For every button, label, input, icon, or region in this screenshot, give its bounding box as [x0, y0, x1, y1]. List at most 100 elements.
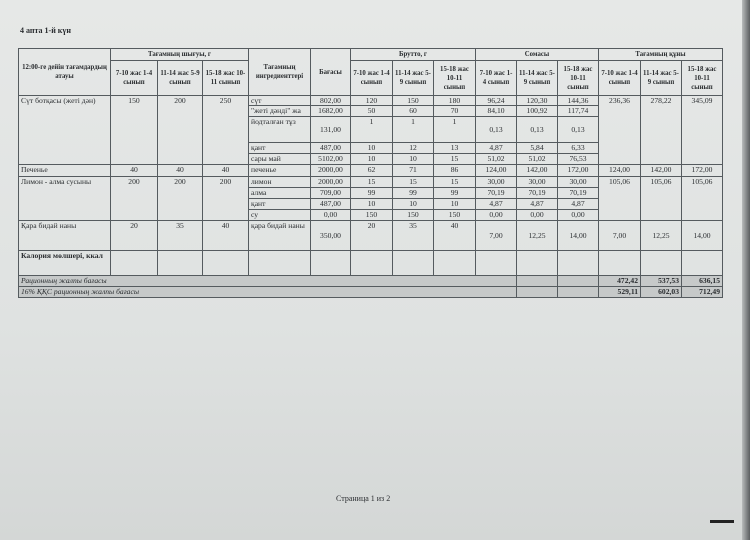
ingredient-sum: 51,02 [475, 153, 517, 165]
ingredient-name: "жеті дәнді" жа [248, 105, 311, 117]
ingredient-brutto: 10 [392, 198, 434, 210]
ingredient-brutto: 180 [433, 95, 476, 106]
header-ingredients: Тағамның ингредиенттері [248, 48, 311, 96]
ingredient-name: қант [248, 142, 311, 154]
ingredient-sum: 4,87 [475, 142, 517, 154]
calorie-row: Калория мөлшері, ккал [18, 250, 723, 276]
header-age-11-14: 11-14 жас 5-9 сынып [516, 60, 558, 96]
ingredient-name: сүт [248, 95, 311, 106]
ingredient-sum: 30,00 [516, 176, 558, 188]
dish-cost: 236,36 [598, 95, 641, 165]
dish-name: Лимон - алма сусыны [18, 176, 111, 221]
empty-cell [681, 250, 723, 276]
total-row: Рационның жалпы бағасы 472,42 537,53 636,15 [18, 275, 723, 287]
total-value: 712,49 [681, 286, 723, 298]
ingredient-price: 2000,00 [310, 176, 351, 188]
dish-cost: 142,00 [640, 164, 682, 177]
ingredient-brutto: 60 [392, 105, 434, 117]
ingredient-name: су [248, 209, 311, 221]
dish-yield: 150 [110, 95, 158, 165]
ingredient-sum: 117,74 [557, 105, 599, 117]
ingredient-brutto: 12 [392, 142, 434, 154]
header-price: Бағасы [310, 48, 351, 96]
total-value: 602,03 [640, 286, 682, 298]
table-row: сары май 5102,00 10 10 15 51,02 51,02 76,53 [19, 153, 723, 165]
ingredient-sum: 120,30 [516, 95, 558, 106]
ingredient-brutto: 10 [350, 153, 393, 165]
ingredient-sum: 142,00 [516, 164, 558, 177]
calorie-label: Калория мөлшері, ккал [18, 250, 111, 276]
empty-cell [433, 250, 476, 276]
ingredient-sum: 0,13 [475, 116, 517, 143]
ingredient-brutto: 10 [350, 142, 393, 154]
ingredient-brutto: 15 [350, 176, 393, 188]
ingredient-sum: 6,33 [557, 142, 599, 154]
ingredient-brutto: 15 [433, 153, 476, 165]
empty-cell [516, 250, 558, 276]
ingredient-brutto: 1 [433, 116, 476, 143]
dish-cost: 105,06 [598, 176, 641, 221]
ingredient-price: 487,00 [310, 142, 351, 154]
ingredient-price: 802,00 [310, 95, 351, 106]
ingredient-name: лимон [248, 176, 311, 188]
ingredient-brutto: 150 [392, 209, 434, 221]
ingredient-brutto: 150 [433, 209, 476, 221]
total-label: Рационның жалпы бағасы [18, 275, 517, 287]
empty-cell [516, 286, 558, 298]
total-label: 16% ҚҚС рационның жалпы бағасы [18, 286, 517, 298]
header-age-7-10: 7-10 жас 1-4 сынып [350, 60, 393, 96]
empty-cell [640, 250, 682, 276]
dish-cost: 105,06 [681, 176, 723, 221]
empty-cell [350, 250, 393, 276]
ingredient-sum: 172,00 [557, 164, 599, 177]
ingredient-sum: 0,13 [557, 116, 599, 143]
dish-cost: 345,09 [681, 95, 723, 165]
table-row: Қара бидай наны 20 35 40 қара бидай наны 350,… [18, 220, 723, 251]
ingredient-sum: 5,84 [516, 142, 558, 154]
header-age-11-14: 11-14 жас 5-9 сынып [157, 60, 203, 96]
empty-cell [248, 250, 311, 276]
dish-yield: 200 [157, 176, 203, 221]
empty-cell [310, 250, 351, 276]
header-age-11-14: 11-14 жас 5-9 сынып [392, 60, 434, 96]
ingredient-brutto: 150 [392, 95, 434, 106]
ingredient-price: 0,00 [310, 209, 351, 221]
ingredient-brutto: 70 [433, 105, 476, 117]
ingredient-sum: 124,00 [475, 164, 517, 177]
total-row: 16% ҚҚС рационның жалпы бағасы 529,11 602,… [18, 286, 723, 298]
empty-cell [598, 250, 641, 276]
ingredient-sum: 30,00 [475, 176, 517, 188]
ingredient-sum: 96,24 [475, 95, 517, 106]
dish-yield: 200 [110, 176, 158, 221]
ingredient-brutto: 13 [433, 142, 476, 154]
ingredient-sum: 12,25 [516, 220, 558, 251]
page-number: Страница 1 из 2 [336, 494, 391, 503]
ingredient-brutto: 150 [350, 209, 393, 221]
ingredient-price: 131,00 [310, 116, 351, 143]
header-age-15-18: 15-18 жас 10-11 сынып [681, 60, 723, 96]
ingredient-brutto: 15 [392, 176, 434, 188]
dish-cost: 7,00 [598, 220, 641, 251]
dish-name: Печенье [18, 164, 111, 177]
ingredient-brutto: 86 [433, 164, 476, 177]
ingredient-sum: 0,13 [516, 116, 558, 143]
dish-yield: 20 [110, 220, 158, 251]
empty-cell [557, 286, 599, 298]
dish-cost: 278,22 [640, 95, 682, 165]
ingredient-brutto: 99 [350, 187, 393, 199]
ingredient-price: 487,00 [310, 198, 351, 210]
header-cost: Тағамның құны [598, 48, 723, 61]
ingredient-brutto: 1 [350, 116, 393, 143]
ingredient-sum: 4,87 [516, 198, 558, 210]
table-row: Сүт ботқасы (жеті дән) 150 200 250 сүт 802,00… [18, 95, 723, 165]
scan-mark [710, 520, 734, 523]
header-age-7-10: 7-10 жас 1-4 сынып [598, 60, 641, 96]
dish-yield: 40 [157, 164, 203, 177]
header-yield: Тағамның шығуы, г [110, 48, 249, 61]
ingredient-sum: 76,53 [557, 153, 599, 165]
ingredient-brutto: 50 [350, 105, 393, 117]
empty-cell [392, 250, 434, 276]
dish-name: Қара бидай наны [18, 220, 111, 251]
ingredient-brutto: 10 [433, 198, 476, 210]
empty-cell [475, 250, 517, 276]
